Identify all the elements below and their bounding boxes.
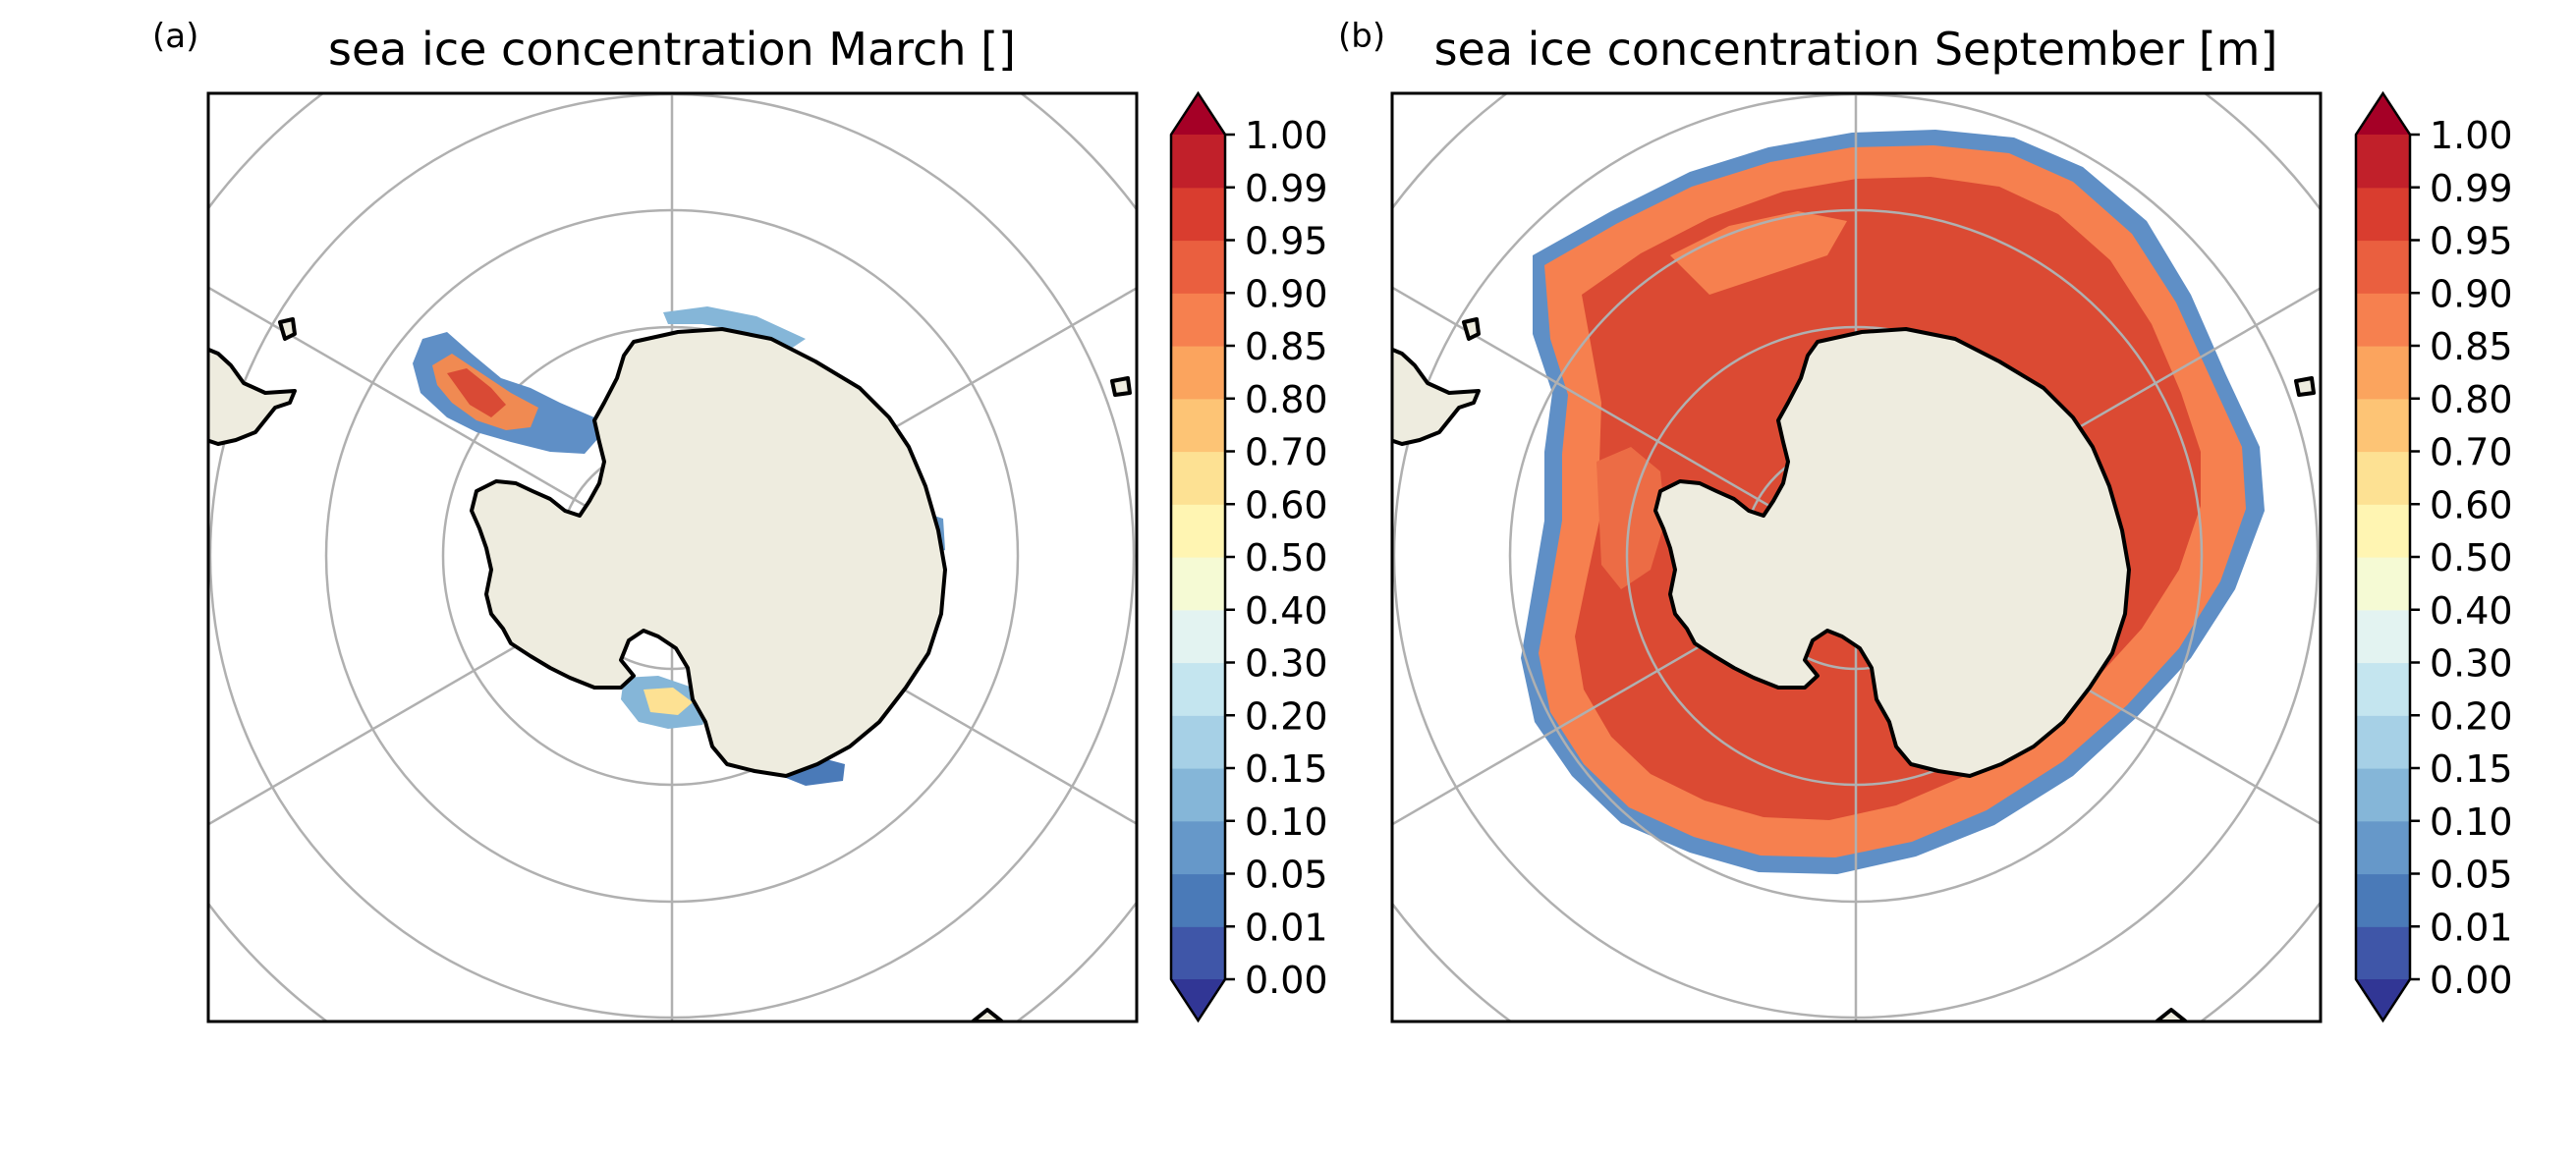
colorbar-a-segment xyxy=(1171,662,1225,716)
map-b-land xyxy=(1392,317,2316,1022)
ice-b-weddell-open xyxy=(1670,211,1847,295)
colorbar-a-tick-label: 0.40 xyxy=(1245,589,1328,633)
colorbar-a-segment xyxy=(1171,398,1225,453)
colorbar-a-segment xyxy=(1171,187,1225,242)
colorbar-a-segment xyxy=(1171,609,1225,664)
south-america-b xyxy=(1392,347,1481,446)
colorbar-a-tick-label: 0.15 xyxy=(1245,747,1328,791)
colorbar-b-segment xyxy=(2356,926,2410,980)
colorbar-a-tick-label: 0.01 xyxy=(1245,906,1328,949)
colorbar-b-tick-label: 0.99 xyxy=(2430,167,2513,210)
colorbar-b-tick-label: 0.00 xyxy=(2430,959,2513,1002)
colorbar-b-segment xyxy=(2356,504,2410,558)
colorbar-a-tick-label: 0.70 xyxy=(1245,431,1328,474)
island-b-1 xyxy=(1462,317,1481,341)
colorbar-b-segment xyxy=(2356,346,2410,400)
south-america-a xyxy=(208,347,297,446)
colorbar-b-segment xyxy=(2356,609,2410,664)
colorbar-a-tick-label: 1.00 xyxy=(1245,114,1328,157)
colorbar-b-segment xyxy=(2356,715,2410,769)
colorbar-b-tick-label: 0.10 xyxy=(2430,801,2513,844)
colorbar-b-tick-label: 0.40 xyxy=(2430,589,2513,633)
colorbar-a-segment xyxy=(1171,820,1225,875)
colorbar-b-segment xyxy=(2356,293,2410,347)
colorbar-b: 1.00 0.99 0.95 0.90 0.85 0.80 0.70 0.60 0.50 0.40… xyxy=(2354,90,2513,1023)
colorbar-a-segment xyxy=(1171,135,1225,189)
colorbar-b-segment xyxy=(2356,820,2410,875)
colorbar-b-segment xyxy=(2356,187,2410,242)
panel-b: (b) sea ice concentration September [m] xyxy=(1338,17,2513,1023)
colorbar-a-tick-label: 0.95 xyxy=(1245,220,1328,263)
map-b-frame xyxy=(1390,91,2323,1023)
panel-b-label: (b) xyxy=(1338,17,1385,56)
colorbar-a-segment xyxy=(1171,346,1225,400)
colorbar-b-segment xyxy=(2356,662,2410,716)
colorbar-a-segment xyxy=(1171,504,1225,558)
colorbar-a-tick-label: 0.99 xyxy=(1245,167,1328,210)
colorbar-a-tick-label: 0.80 xyxy=(1245,378,1328,421)
colorbar-b-tick-label: 0.60 xyxy=(2430,483,2513,526)
colorbar-b-segment xyxy=(2356,240,2410,294)
colorbar-a-segment xyxy=(1171,451,1225,505)
colorbar-a-under-arrow xyxy=(1171,979,1225,1021)
colorbar-b-tick-label: 1.00 xyxy=(2430,114,2513,157)
colorbar-b-segment xyxy=(2356,873,2410,927)
panel-a-title: sea ice concentration March [] xyxy=(328,23,1016,76)
colorbar-b-segment xyxy=(2356,768,2410,822)
colorbar-a-segment xyxy=(1171,557,1225,611)
colorbar-b-tick-label: 0.01 xyxy=(2430,906,2513,949)
colorbar-b-tick-label: 0.85 xyxy=(2430,325,2513,368)
antarctica-b xyxy=(1653,327,2131,778)
island-a-2 xyxy=(1110,376,1132,397)
colorbar-a-tick-label: 0.50 xyxy=(1245,536,1328,580)
colorbar-a-segment xyxy=(1171,926,1225,980)
colorbar-b-tick-label: 0.20 xyxy=(2430,694,2513,738)
colorbar-a-tick-label: 0.10 xyxy=(1245,801,1328,844)
island-a-3 xyxy=(971,1008,1004,1022)
colorbar-b-tick-label: 0.90 xyxy=(2430,272,2513,315)
ice-ross-core xyxy=(644,688,693,715)
colorbar-b-under-arrow xyxy=(2356,979,2410,1021)
colorbar-b-tick-label: 0.70 xyxy=(2430,431,2513,474)
colorbar-b-tick-label: 0.30 xyxy=(2430,642,2513,686)
colorbar-a-segment xyxy=(1171,768,1225,822)
colorbar-a-tick-label: 0.30 xyxy=(1245,642,1328,686)
island-a-1 xyxy=(278,317,297,341)
colorbar-a-tick-label: 0.00 xyxy=(1245,959,1328,1002)
colorbar-b-segment xyxy=(2356,557,2410,611)
colorbar-a-tick-label: 0.05 xyxy=(1245,854,1328,897)
colorbar-b-tick-label: 0.15 xyxy=(2430,747,2513,791)
colorbar-a-tick-label: 0.85 xyxy=(1245,325,1328,368)
map-a-land xyxy=(208,317,1132,1022)
colorbar-b-tick-label: 0.95 xyxy=(2430,220,2513,263)
colorbar-a-segment xyxy=(1171,240,1225,294)
island-b-2 xyxy=(2294,376,2316,397)
panel-a: (a) sea ice concentration March [] xyxy=(152,17,1328,1023)
panel-b-title: sea ice concentration September [m] xyxy=(1434,23,2278,76)
colorbar-a-tick-label: 0.60 xyxy=(1245,483,1328,526)
colorbar-b-over-arrow xyxy=(2356,93,2410,135)
ice-weddell-high xyxy=(447,368,506,417)
colorbar-b-tick-label: 0.80 xyxy=(2430,378,2513,421)
map-a xyxy=(208,93,1137,1022)
map-a-frame xyxy=(206,91,1139,1023)
colorbar-b-segment xyxy=(2356,135,2410,189)
colorbar-a-tick-label: 0.90 xyxy=(1245,272,1328,315)
antarctica-a xyxy=(470,327,947,778)
colorbar-a-over-arrow xyxy=(1171,93,1225,135)
colorbar-a-segment xyxy=(1171,715,1225,769)
colorbar-b-tick-label: 0.50 xyxy=(2430,536,2513,580)
map-b xyxy=(1392,93,2321,1022)
colorbar-b-tick-label: 0.05 xyxy=(2430,854,2513,897)
colorbar-a-segment xyxy=(1171,293,1225,347)
island-b-3 xyxy=(2155,1008,2188,1022)
panel-a-label: (a) xyxy=(152,17,198,56)
colorbar-a: 1.00 0.99 0.95 0.90 0.85 0.80 0.70 0.60 0.50 0.40… xyxy=(1169,90,1328,1023)
colorbar-a-tick-label: 0.20 xyxy=(1245,694,1328,738)
colorbar-b-segment xyxy=(2356,451,2410,505)
colorbar-a-segment xyxy=(1171,873,1225,927)
colorbar-b-segment xyxy=(2356,398,2410,453)
